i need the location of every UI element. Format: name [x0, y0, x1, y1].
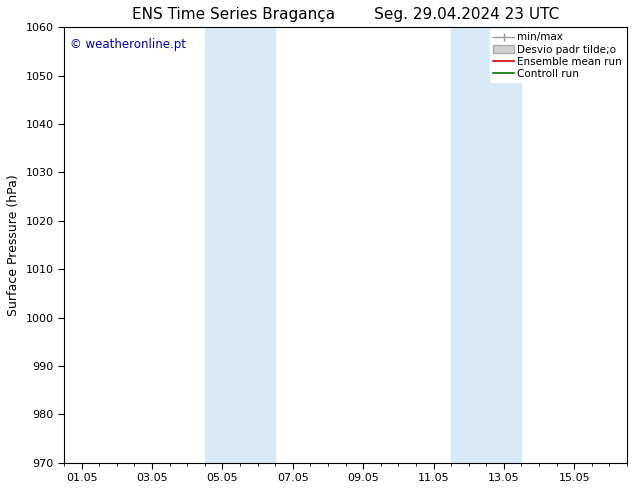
- Title: ENS Time Series Bragança        Seg. 29.04.2024 23 UTC: ENS Time Series Bragança Seg. 29.04.2024…: [132, 7, 559, 22]
- Text: © weatheronline.pt: © weatheronline.pt: [70, 38, 186, 51]
- Legend: min/max, Desvio padr tilde;o, Ensemble mean run, Controll run: min/max, Desvio padr tilde;o, Ensemble m…: [490, 29, 625, 82]
- Bar: [205, 27, 275, 463]
- Y-axis label: Surface Pressure (hPa): Surface Pressure (hPa): [7, 174, 20, 316]
- Bar: [451, 27, 522, 463]
